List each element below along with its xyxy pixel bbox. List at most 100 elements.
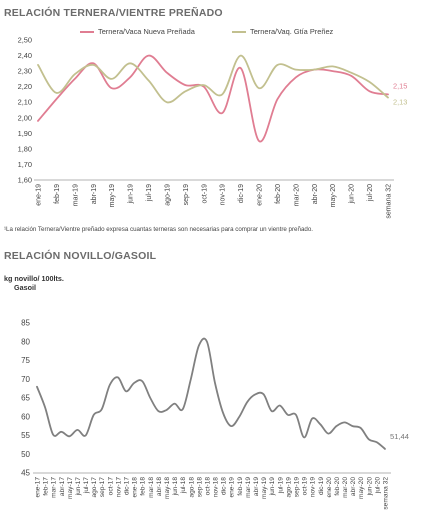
x-tick-label: jun-20 bbox=[349, 184, 356, 205]
chart1-title: RELACIÓN TERNERA/VIENTRE PREÑADO bbox=[4, 7, 223, 19]
x-tick-label: ago-19 bbox=[164, 184, 171, 206]
x-tick-label: abr-20 bbox=[312, 184, 319, 204]
x-tick-label: ene-19 bbox=[36, 184, 43, 206]
chart2-ylabel-line2: Gasoil bbox=[14, 283, 36, 292]
legend-label-2: Ternera/Vaq. Gtía Preñez bbox=[250, 27, 334, 36]
x-tick-label: ago-19 bbox=[285, 477, 292, 498]
x-tick-label: mar-19 bbox=[245, 477, 252, 498]
x-tick-label: sep-19 bbox=[293, 477, 300, 497]
x-tick-label: semana 32 bbox=[383, 477, 390, 510]
x-tick-label: ago-17 bbox=[91, 477, 98, 498]
x-tick-label: jul-20 bbox=[374, 477, 381, 494]
x-tick-label: jul-19 bbox=[146, 184, 153, 202]
x-tick-label: oct-17 bbox=[107, 477, 114, 496]
y-tick-label: 2,50 bbox=[18, 36, 32, 45]
x-tick-label: jun-18 bbox=[172, 477, 179, 497]
series-line-1 bbox=[36, 337, 386, 450]
x-tick-label: jul-18 bbox=[180, 477, 187, 494]
chart1-footnote: ¹La relación Ternera/Vientre preñado exp… bbox=[4, 226, 313, 233]
x-tick-label: ene-19 bbox=[229, 477, 236, 498]
x-tick-label: feb-18 bbox=[140, 477, 147, 496]
x-tick-label: jul-19 bbox=[277, 477, 284, 494]
y-tick-label: 80 bbox=[21, 337, 30, 346]
y-tick-label: 2,30 bbox=[18, 67, 32, 76]
x-tick-label: sep-18 bbox=[196, 477, 203, 497]
y-tick-label: 75 bbox=[21, 356, 30, 365]
x-tick-label: sep-19 bbox=[183, 184, 190, 206]
chart1-legend-item-1: Ternera/Vaca Nueva Preñada bbox=[80, 27, 195, 36]
x-tick-label: abr-18 bbox=[156, 477, 163, 496]
chart1-legend-item-2: Ternera/Vaq. Gtía Preñez bbox=[232, 27, 333, 36]
series-line-1 bbox=[37, 54, 389, 143]
y-tick-label: 2,20 bbox=[18, 82, 32, 91]
x-tick-label: feb-20 bbox=[275, 184, 282, 204]
x-tick-label: jul-17 bbox=[83, 477, 90, 494]
x-tick-label: jun-20 bbox=[366, 477, 373, 497]
legend-label-1: Ternera/Vaca Nueva Preñada bbox=[98, 27, 195, 36]
y-tick-label: 65 bbox=[21, 394, 30, 403]
x-tick-label: mar-20 bbox=[293, 184, 300, 206]
x-tick-label: nov-19 bbox=[220, 184, 227, 206]
x-tick-label: sep-17 bbox=[99, 477, 106, 497]
y-tick-label: 70 bbox=[21, 375, 30, 384]
chart1-plot: 1,60 1,70 1,80 1,90 2,00 2,10 2,20 2,30 2,40 2,50… bbox=[18, 36, 408, 219]
x-tick-label: abr-19 bbox=[91, 184, 98, 204]
x-tick-label: mar-19 bbox=[72, 184, 79, 206]
x-tick-label: jul-20 bbox=[367, 184, 374, 202]
x-tick-label: may-19 bbox=[261, 477, 268, 499]
end-value-label-2: 2,13 bbox=[393, 98, 407, 107]
y-tick-label: 1,80 bbox=[18, 144, 32, 153]
x-tick-label: jun-19 bbox=[128, 184, 135, 205]
y-tick-label: 1,90 bbox=[18, 129, 32, 138]
y-tick-label: 50 bbox=[21, 450, 30, 459]
x-tick-label: dic-17 bbox=[124, 477, 131, 495]
series-line-2 bbox=[37, 54, 389, 104]
chart2-title: RELACIÓN NOVILLO/GASOIL bbox=[4, 250, 157, 262]
x-tick-label: may-17 bbox=[67, 477, 74, 499]
x-tick-label: nov-18 bbox=[213, 477, 220, 497]
x-tick-label: feb-19 bbox=[54, 184, 61, 204]
x-tick-label: dic-19 bbox=[318, 477, 325, 495]
chart2-ylabel: kg novillo/ 100lts. Gasoil bbox=[4, 274, 64, 292]
x-tick-label: nov-19 bbox=[310, 477, 317, 497]
y-tick-label: 2,00 bbox=[18, 113, 32, 122]
x-tick-label: feb-17 bbox=[43, 477, 50, 496]
x-tick-label: may-20 bbox=[358, 477, 365, 499]
x-tick-label: ene-20 bbox=[326, 477, 333, 498]
x-tick-label: ene-17 bbox=[35, 477, 42, 498]
x-tick-label: may-20 bbox=[330, 184, 337, 207]
x-tick-label: abr-17 bbox=[59, 477, 66, 496]
x-tick-label: feb-19 bbox=[237, 477, 244, 496]
x-tick-label: abr-20 bbox=[350, 477, 357, 496]
x-tick-label: jun-17 bbox=[75, 477, 82, 497]
x-tick-label: jun-19 bbox=[269, 477, 276, 497]
y-tick-label: 2,10 bbox=[18, 98, 32, 107]
x-tick-label: dic-18 bbox=[221, 477, 228, 495]
end-value-label-1: 2,15 bbox=[393, 81, 407, 90]
x-tick-label: dic-19 bbox=[238, 184, 245, 203]
x-tick-label: ene-20 bbox=[257, 184, 264, 206]
x-tick-label: may-19 bbox=[109, 184, 116, 207]
x-tick-label: mar-20 bbox=[342, 477, 349, 498]
legend-swatch-pink bbox=[80, 30, 94, 33]
y-tick-label: 2,40 bbox=[18, 51, 32, 60]
y-tick-label: 45 bbox=[21, 469, 30, 478]
y-tick-label: 1,70 bbox=[18, 160, 32, 169]
y-tick-label: 60 bbox=[21, 412, 30, 421]
x-tick-label: abr-19 bbox=[253, 477, 260, 496]
y-tick-label: 55 bbox=[21, 431, 30, 440]
legend-swatch-khaki bbox=[232, 30, 246, 33]
x-tick-label: may-18 bbox=[164, 477, 171, 499]
x-tick-label: ene-18 bbox=[132, 477, 139, 498]
x-tick-label: feb-20 bbox=[334, 477, 341, 496]
x-tick-label: nov-17 bbox=[115, 477, 122, 497]
y-tick-label: 85 bbox=[21, 319, 30, 328]
x-tick-label: ago-18 bbox=[188, 477, 195, 498]
x-tick-label: semana 32 bbox=[386, 184, 393, 219]
chart2-ylabel-line1: kg novillo/ 100lts. bbox=[4, 274, 64, 283]
end-value-label-1: 51,44 bbox=[390, 432, 409, 441]
x-tick-label: oct-19 bbox=[201, 184, 208, 204]
x-tick-label: oct-18 bbox=[204, 477, 211, 496]
x-tick-label: oct-19 bbox=[302, 477, 309, 496]
